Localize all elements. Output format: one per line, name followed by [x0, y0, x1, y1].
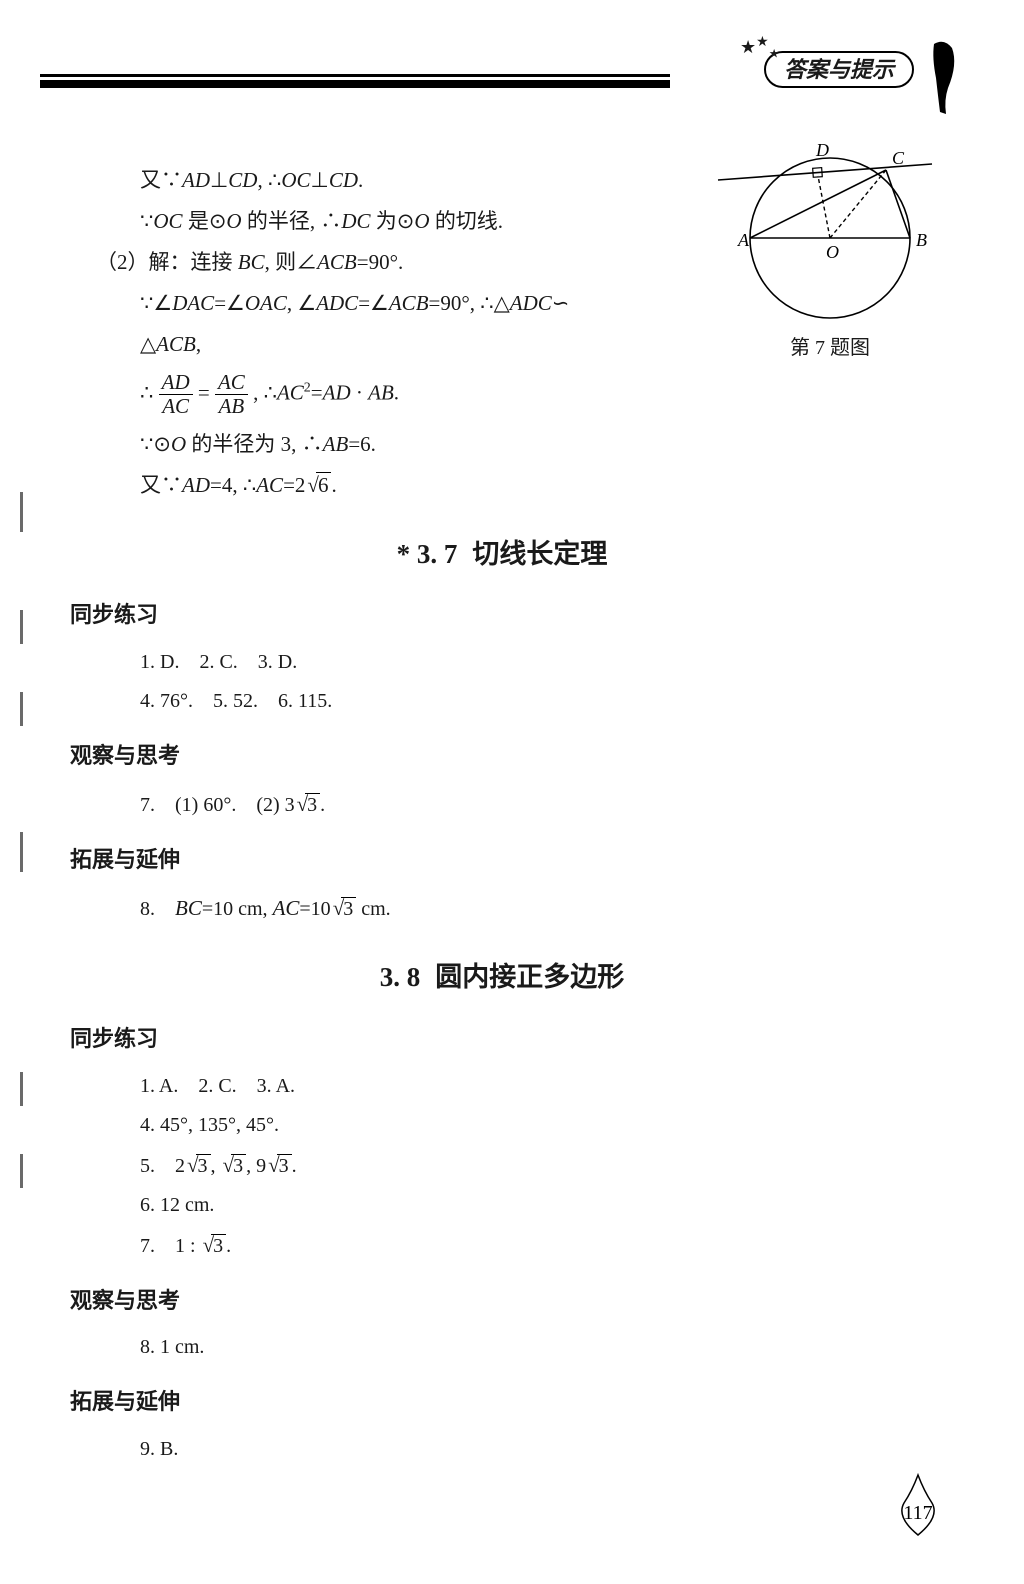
s37-a8: 8. BC=10 cm, AC=103 cm.: [140, 888, 964, 929]
s38-a5: 5. 23, 3, 93.: [140, 1145, 964, 1186]
s37-a2: 4. 76°. 5. 52. 6. 115.: [140, 682, 964, 721]
sync-practice-2: 同步练习: [70, 1018, 964, 1061]
s37-a1: 1. D. 2. C. 3. D.: [140, 643, 964, 682]
s38-a4: 4. 45°, 135°, 45°.: [140, 1106, 964, 1145]
sol-part2-l1: ∵∠DAC=∠OAC, ∠ADC=∠ACB=90°, ∴△ADC∽: [140, 283, 740, 324]
sol-part2-r: ∵⊙O 的半径为 3, ∴AB=6.: [140, 424, 740, 465]
sol-part2-last: 又∵AD=4, ∴AC=26.: [140, 465, 740, 506]
svg-text:O: O: [826, 242, 839, 262]
header-rule: [40, 80, 670, 88]
page-number: 117: [892, 1473, 944, 1544]
section-3-8-title: 3. 8 圆内接正多边形: [40, 951, 964, 1004]
section-3-7-title: * 3. 7 切线长定理: [40, 528, 964, 581]
left-bar-2: [20, 610, 23, 644]
left-bar-6: [20, 1154, 23, 1188]
svg-text:A: A: [737, 230, 750, 250]
s38-a6: 6. 12 cm.: [140, 1186, 964, 1225]
star-decor: ★★★: [740, 34, 779, 62]
left-bar-4: [20, 832, 23, 872]
s38-a7: 7. 1 : 3.: [140, 1225, 964, 1266]
extend-2: 拓展与延伸: [70, 1381, 964, 1424]
sol-part2-l1b: △ACB,: [140, 324, 740, 365]
sol-part2-frac: ∴ ADAC = ACAB , ∴AC2=AD · AB.: [140, 371, 740, 418]
figure-q7: A B C D O 第 7 题图: [710, 130, 950, 360]
left-bar-1: [20, 492, 23, 532]
observe-think-1: 观察与思考: [70, 735, 964, 778]
svg-text:C: C: [892, 148, 905, 168]
s37-a7: 7. (1) 60°. (2) 33.: [140, 784, 964, 825]
svg-text:B: B: [916, 230, 927, 250]
pen-icon: [930, 38, 962, 116]
extend-1: 拓展与延伸: [70, 839, 964, 882]
observe-think-2: 观察与思考: [70, 1280, 964, 1323]
svg-text:D: D: [815, 140, 829, 160]
header-badge: ★★★ 答案与提示: [764, 52, 914, 84]
badge-text: 答案与提示: [764, 51, 914, 88]
s38-a1: 1. A. 2. C. 3. A.: [140, 1067, 964, 1106]
sync-practice-1: 同步练习: [70, 594, 964, 637]
s38-a9: 9. B.: [140, 1430, 964, 1469]
left-bar-3: [20, 692, 23, 726]
sol-part1-l2: ∵OC 是⊙O 的半径, ∴DC 为⊙O 的切线.: [140, 201, 740, 242]
left-bar-5: [20, 1072, 23, 1106]
sol-part1-l1: 又∵AD⊥CD, ∴OC⊥CD.: [140, 160, 740, 201]
s38-a8: 8. 1 cm.: [140, 1328, 964, 1367]
figure-caption: 第 7 题图: [710, 331, 950, 360]
svg-text:117: 117: [903, 1502, 932, 1524]
